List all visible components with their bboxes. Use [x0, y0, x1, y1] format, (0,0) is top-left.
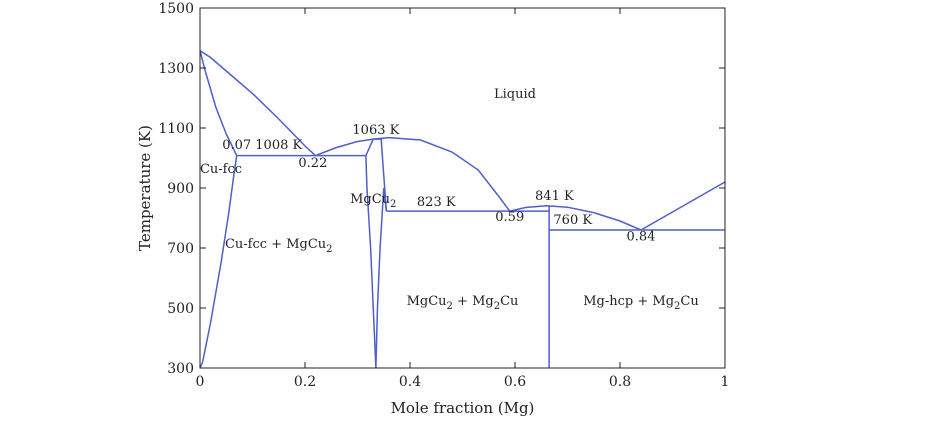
annotation-label: MgCu2 + Mg2Cu — [407, 294, 519, 312]
annotation-label: 823 K — [417, 195, 456, 210]
annotation-label: 841 K — [535, 189, 574, 204]
annotation-label: 0.84 — [627, 230, 656, 245]
annotation-label: 0.07 — [222, 138, 251, 153]
y-tick-label: 1100 — [158, 121, 194, 137]
annotation-label: Liquid — [494, 87, 536, 102]
plot-frame — [199, 7, 726, 369]
boundary-line-9 — [365, 155, 377, 369]
x-tick-label: 0.6 — [504, 374, 526, 390]
annotation-label: 0.22 — [298, 156, 327, 171]
boundary-line-3 — [315, 136, 511, 212]
annotation-label: Cu-fcc — [200, 162, 242, 177]
y-tick-label: 1500 — [158, 1, 194, 17]
annotation-label: 1063 K — [352, 123, 399, 138]
x-tick-label: 0.4 — [399, 374, 421, 390]
x-tick-label: 0 — [196, 374, 205, 390]
phase-boundaries — [199, 49, 726, 369]
boundary-line-12 — [365, 138, 382, 156]
y-tick-label: 900 — [167, 181, 194, 197]
annotation-label: 0.59 — [495, 210, 524, 225]
boundary-line-1 — [199, 50, 238, 156]
boundary-line-10 — [375, 187, 388, 369]
x-axis-title: Mole fraction (Mg) — [391, 399, 535, 417]
x-tick-label: 1 — [721, 374, 730, 390]
boundary-line-5 — [640, 181, 726, 231]
x-tick-label: 0.8 — [609, 374, 631, 390]
y-tick-label: 700 — [167, 241, 194, 257]
y-tick-label: 500 — [167, 301, 194, 317]
boundary-line-0 — [199, 49, 317, 157]
boundary-line-2 — [199, 155, 238, 369]
y-axis-title: Temperature (K) — [136, 125, 154, 251]
annotation-label: 1008 K — [255, 138, 302, 153]
boundary-line-11 — [380, 139, 388, 212]
annotation-label: Cu-fcc + MgCu2 — [225, 237, 333, 255]
x-tick-label: 0.2 — [294, 374, 316, 390]
annotation-label: MgCu2 — [350, 192, 396, 210]
annotation-label: 760 K — [553, 213, 592, 228]
region-annotations: Liquid Cu-fcc 0.07 1008 K 0.22 1063 K MgCu2 823… — [200, 87, 699, 312]
annotation-label: Mg-hcp + Mg2Cu — [583, 294, 699, 312]
y-tick-label: 300 — [167, 361, 194, 377]
boundary-line-4 — [509, 204, 642, 231]
y-tick-label: 1300 — [158, 61, 194, 77]
